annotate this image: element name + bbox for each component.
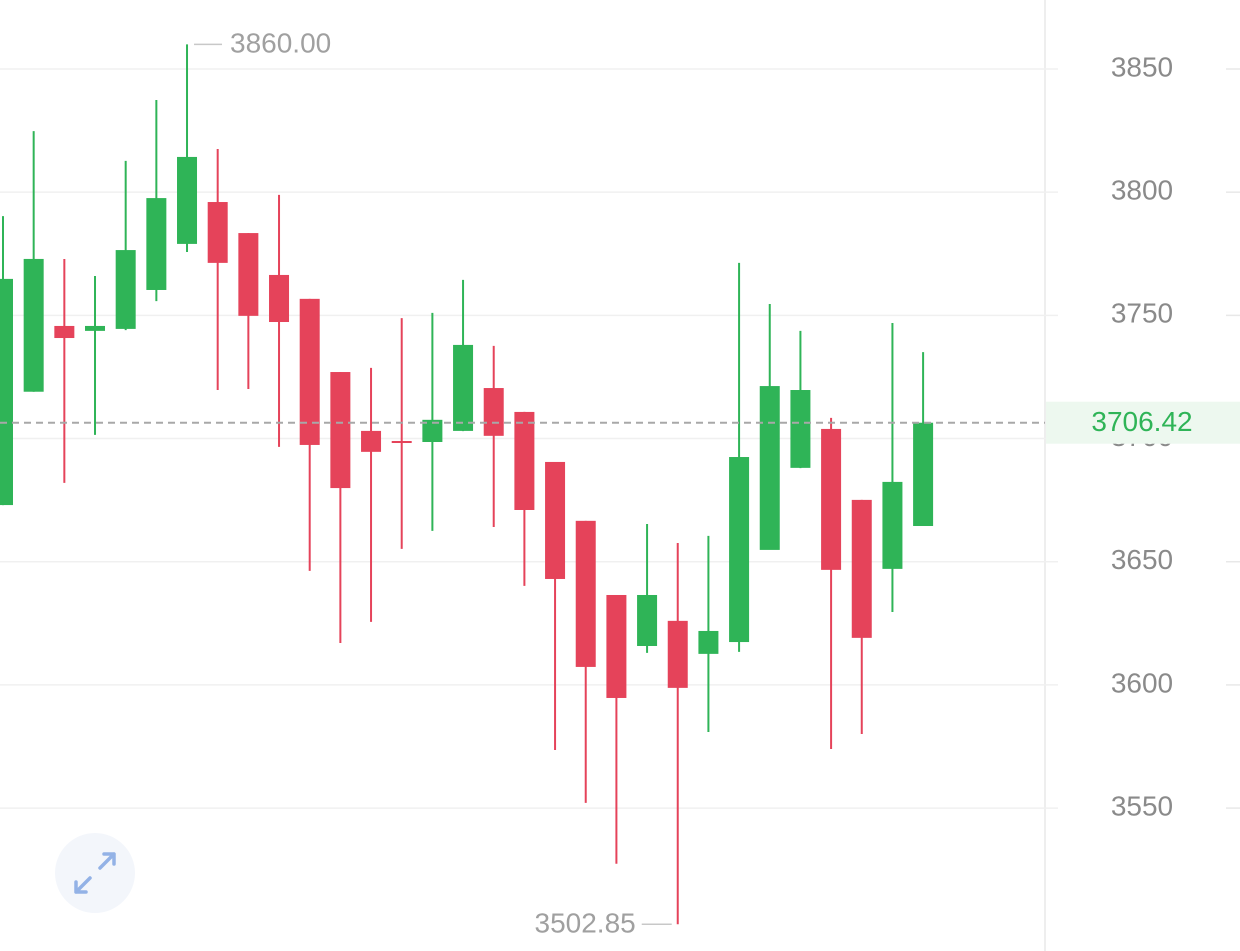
candle-body bbox=[790, 390, 811, 468]
candle-body bbox=[637, 594, 658, 646]
candle-body bbox=[667, 620, 688, 688]
y-tick-label: 3600 bbox=[1111, 667, 1173, 698]
candle-body bbox=[146, 198, 167, 290]
candle-body bbox=[115, 250, 136, 329]
candle-body bbox=[361, 430, 382, 452]
y-tick-label: 3750 bbox=[1111, 298, 1173, 329]
y-tick-label: 3550 bbox=[1111, 790, 1173, 821]
candle-body bbox=[269, 274, 290, 323]
candle-body bbox=[821, 428, 842, 570]
candle-body bbox=[54, 325, 75, 339]
candle-body bbox=[913, 422, 934, 527]
candle-body bbox=[177, 156, 198, 244]
y-tick-label: 3800 bbox=[1111, 175, 1173, 206]
candle-body bbox=[85, 325, 106, 331]
candle-body bbox=[299, 298, 320, 445]
candle-body bbox=[238, 233, 259, 316]
candle-body bbox=[207, 202, 228, 263]
candle-body bbox=[851, 499, 872, 638]
y-tick-label: 3650 bbox=[1111, 544, 1173, 575]
candle-body bbox=[606, 594, 627, 698]
last-price-label: 3706.42 bbox=[1091, 406, 1192, 437]
candle-body bbox=[483, 388, 504, 436]
candle-body bbox=[729, 457, 750, 643]
last-price-box bbox=[1046, 401, 1240, 444]
candle-body bbox=[453, 344, 474, 431]
expand-button-bg[interactable] bbox=[55, 833, 135, 913]
candle-body bbox=[575, 520, 596, 667]
annotation-label: 3860.00 bbox=[230, 28, 331, 59]
candle-body bbox=[882, 481, 903, 569]
annotation-label: 3502.85 bbox=[535, 908, 636, 939]
candle-body bbox=[391, 441, 412, 444]
candle-body bbox=[23, 258, 44, 392]
candle-body bbox=[514, 411, 535, 510]
candle-body bbox=[330, 372, 351, 489]
candle-body bbox=[759, 386, 780, 550]
expand-button[interactable] bbox=[55, 833, 135, 913]
expand-icon[interactable] bbox=[74, 852, 116, 894]
candle-body bbox=[422, 419, 443, 442]
y-tick-label: 3850 bbox=[1111, 51, 1173, 82]
candle-body bbox=[545, 461, 566, 579]
candle-body bbox=[698, 630, 719, 654]
candle-body bbox=[0, 278, 13, 506]
